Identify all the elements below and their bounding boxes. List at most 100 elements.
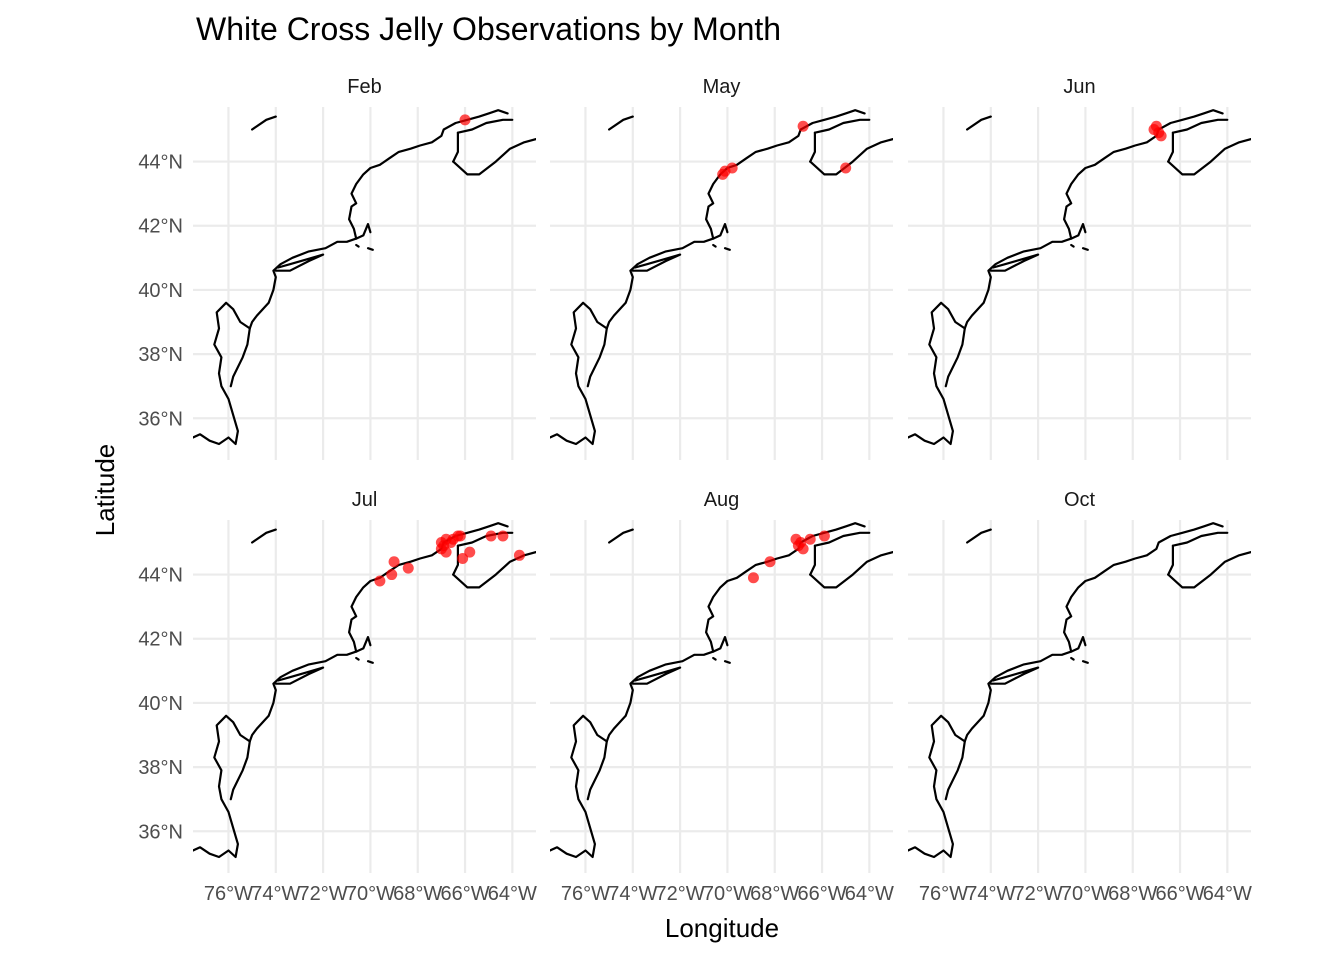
observation-point (797, 120, 809, 132)
coastline-segment (809, 131, 816, 163)
x-tick-label: 68°W (750, 883, 799, 905)
y-tick-label: 38°N (138, 344, 183, 366)
x-tick-label: 66°W (797, 883, 846, 905)
coastline-segment (631, 666, 682, 685)
y-tick-label: 40°N (138, 280, 183, 302)
x-tick-label: 74°W (966, 883, 1015, 905)
coastline-segment (813, 118, 871, 134)
chart-title: White Cross Jelly Observations by Month (196, 11, 781, 47)
coastline-segment (1070, 636, 1087, 653)
observation-point (497, 530, 509, 542)
x-tick-label: 68°W (393, 883, 442, 905)
coastline-segment (631, 253, 682, 272)
x-tick-label: 72°W (299, 883, 348, 905)
coastline (193, 522, 536, 859)
coastline-segment (989, 253, 1040, 272)
coastline-segment (1167, 551, 1251, 589)
coastline-segment (1171, 118, 1229, 134)
x-tick-label: 72°W (1014, 883, 1063, 905)
coastline (193, 109, 536, 446)
facet-label: May (703, 76, 741, 98)
observation-point (726, 162, 738, 174)
coastline-segment (355, 243, 360, 248)
coastline-segment (1081, 660, 1089, 664)
x-tick-label: 66°W (440, 883, 489, 905)
x-tick-label: 76°W (204, 883, 253, 905)
coastline-segment (809, 544, 816, 576)
y-tick-label: 42°N (138, 629, 183, 651)
coastline-segment (1171, 531, 1229, 547)
coastline-segment (712, 636, 729, 653)
x-tick-label: 66°W (1155, 883, 1204, 905)
observation-point (464, 546, 476, 558)
observation-point (764, 556, 776, 568)
x-tick-label: 64°W (1203, 883, 1252, 905)
observation-point (454, 530, 466, 542)
observation-point (797, 543, 809, 555)
facet-panel-6: Oct 76°W74°W72°W70°W68°W66°W64°W (908, 489, 1252, 905)
observation-point (374, 575, 386, 587)
coastline (908, 522, 1251, 859)
observation-point (386, 569, 398, 581)
y-tick-label: 38°N (138, 757, 183, 779)
facet-label: Aug (704, 489, 740, 511)
coastline-segment (723, 247, 731, 251)
coastline-segment (712, 223, 729, 240)
coastline-segment (1167, 131, 1174, 163)
coastline-segment (966, 528, 992, 544)
coastline-segment (712, 656, 717, 661)
coastline-segment (723, 660, 731, 664)
coastline-segment (1167, 138, 1251, 176)
coastline-segment (605, 522, 866, 743)
facet-panel-3: Jun (908, 76, 1251, 460)
observation-point (459, 114, 471, 126)
y-tick-label: 44°N (138, 152, 183, 174)
x-tick-label: 76°W (919, 883, 968, 905)
coastline-segment (908, 301, 966, 446)
coastline-segment (605, 109, 866, 330)
x-tick-label: 68°W (1108, 883, 1157, 905)
coastline-segment (608, 115, 634, 131)
coastline-segment (452, 131, 459, 163)
observation-point (840, 162, 852, 174)
coastline-segment (452, 138, 536, 176)
coastline-segment (963, 522, 1224, 743)
coastline-segment (1070, 223, 1087, 240)
coastline-segment (550, 301, 608, 446)
coastline (908, 109, 1251, 446)
y-tick-label: 44°N (138, 565, 183, 587)
facet-panel-1: Feb 36°N 38°N 40°N 42°N 44°N (138, 76, 536, 460)
coastline (550, 109, 893, 446)
coastline-segment (251, 115, 277, 131)
coastline-segment (355, 656, 360, 661)
coastline-segment (1081, 247, 1089, 251)
coastline-segment (550, 714, 608, 859)
facet-panel-5: Aug 76°W74°W72°W70°W68°W66°W64°W (550, 489, 894, 905)
x-tick-label: 70°W (1061, 883, 1110, 905)
coastline-segment (813, 531, 871, 547)
coastline-segment (193, 301, 251, 446)
x-tick-label: 72°W (656, 883, 705, 905)
facet-panel-2: May (550, 76, 893, 460)
observation-point (804, 533, 816, 545)
x-tick-label: 64°W (845, 883, 894, 905)
x-tick-label: 70°W (703, 883, 752, 905)
coastline-segment (251, 528, 277, 544)
observation-point (818, 530, 830, 542)
coastline-segment (1070, 243, 1075, 248)
observation-point (402, 562, 414, 574)
observation-point (747, 572, 759, 584)
coastline (550, 522, 893, 859)
y-axis-title: Latitude (90, 444, 120, 537)
y-tick-label: 40°N (138, 693, 183, 715)
x-axis-title: Longitude (665, 913, 779, 943)
x-tick-label: 64°W (488, 883, 537, 905)
y-tick-label: 42°N (138, 216, 183, 238)
facet-panels: Feb 36°N 38°N 40°N 42°N 44°N May Jun Jul 36°N 38°N… (138, 76, 1252, 905)
observation-point (388, 556, 400, 568)
coastline-segment (366, 247, 374, 251)
coastline-segment (712, 243, 717, 248)
observation-point (485, 530, 497, 542)
y-tick-label: 36°N (138, 821, 183, 843)
